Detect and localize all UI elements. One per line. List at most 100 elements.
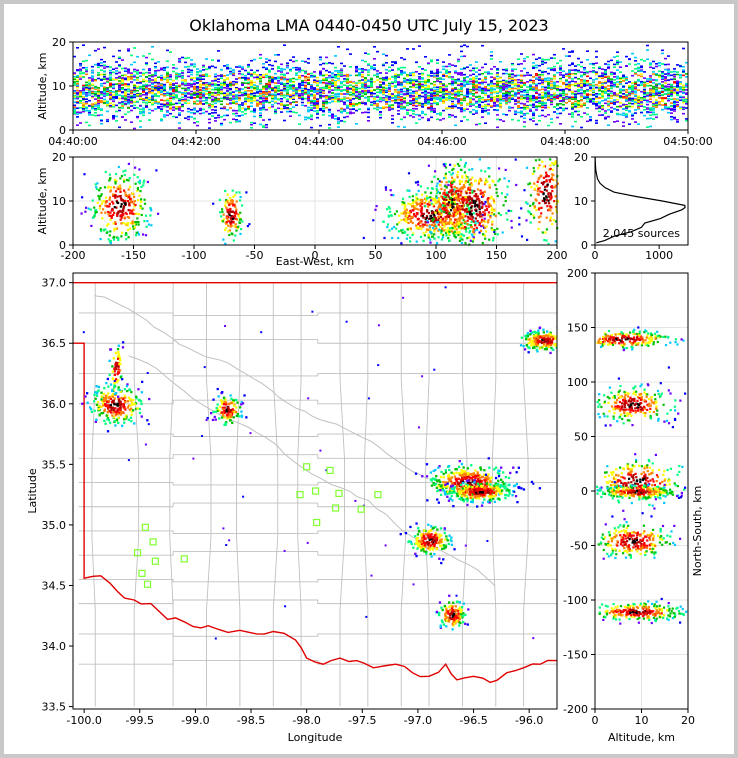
time-height-cell <box>250 73 253 75</box>
time-height-cell <box>433 92 436 95</box>
time-height-cell <box>337 77 340 80</box>
time-height-cell <box>121 87 124 89</box>
time-height-cell <box>448 105 451 108</box>
time-height-cell <box>340 98 343 101</box>
time-height-cell <box>196 79 199 82</box>
time-height-cell <box>379 77 382 80</box>
time-height-cell <box>157 92 160 94</box>
time-height-cell <box>346 75 349 78</box>
time-height-cell <box>571 125 574 128</box>
time-height-cell <box>358 103 361 105</box>
time-height-cell <box>277 67 280 70</box>
time-height-cell <box>121 103 124 105</box>
time-height-cell <box>646 82 649 85</box>
time-height-cell <box>196 95 199 97</box>
time-height-cell <box>163 104 166 106</box>
time-height-cell <box>235 121 238 123</box>
time-height-cell <box>91 107 94 110</box>
time-height-cell <box>178 91 181 94</box>
time-height-cell <box>589 86 592 89</box>
time-height-cell <box>217 100 220 102</box>
time-height-cell <box>445 97 448 99</box>
time-height-cell <box>544 102 547 105</box>
time-height-cell <box>166 94 169 96</box>
time-height-cell <box>640 101 643 103</box>
time-height-cell <box>106 102 109 104</box>
time-height-cell <box>625 55 628 58</box>
time-height-cell <box>256 86 259 89</box>
time-height-cell <box>274 90 277 92</box>
time-height-cell <box>490 85 493 88</box>
time-height-cell <box>346 73 349 76</box>
time-height-cell <box>337 118 340 121</box>
time-height-cell <box>316 88 319 91</box>
time-height-cell <box>208 127 211 129</box>
time-height-cell <box>538 102 541 104</box>
time-height-cell <box>181 93 184 96</box>
time-height-cell <box>301 94 304 96</box>
time-height-cell <box>130 90 133 93</box>
time-height-cell <box>340 69 343 72</box>
time-height-cell <box>514 74 517 77</box>
time-height-cell <box>265 92 268 94</box>
time-height-cell <box>508 82 511 84</box>
time-height-cell <box>322 89 325 92</box>
time-height-cell <box>475 106 478 108</box>
time-height-cell <box>178 112 181 114</box>
time-height-cell <box>601 81 604 84</box>
time-height-cell <box>292 84 295 86</box>
time-height-cell <box>556 88 559 91</box>
time-height-cell <box>433 101 436 103</box>
time-height-cell <box>481 91 484 93</box>
time-height-cell <box>556 71 559 74</box>
time-height-cell <box>100 114 103 116</box>
time-height-cell <box>295 111 298 114</box>
time-height-cell <box>241 88 244 90</box>
time-height-cell <box>334 118 337 120</box>
time-height-cell <box>175 86 178 89</box>
time-height-cell <box>133 127 136 130</box>
time-height-cell <box>223 83 226 85</box>
time-height-cell <box>172 93 175 95</box>
time-height-cell <box>598 75 601 77</box>
time-height-cell <box>304 90 307 92</box>
time-height-cell <box>268 87 271 90</box>
time-height-cell <box>79 78 82 80</box>
time-height-cell <box>427 80 430 82</box>
time-height-cell <box>121 67 124 70</box>
time-height-cell <box>214 111 217 114</box>
time-height-cell <box>271 88 274 90</box>
time-height-cell <box>190 85 193 88</box>
time-height-cell <box>325 101 328 104</box>
time-height-cell <box>433 111 436 113</box>
time-height-cell <box>166 106 169 108</box>
time-height-cell <box>193 85 196 88</box>
time-height-cell <box>634 68 637 70</box>
time-height-cell <box>514 91 517 94</box>
time-height-cell <box>496 69 499 71</box>
time-height-cell <box>574 82 577 85</box>
time-height-cell <box>400 108 403 110</box>
time-height-cell <box>457 107 460 109</box>
time-height-cell <box>328 123 331 126</box>
time-height-cell <box>166 60 169 62</box>
time-height-cell <box>586 71 589 74</box>
time-height-cell <box>79 94 82 96</box>
time-height-cell <box>583 112 586 114</box>
time-height-cell <box>259 95 262 97</box>
time-height-cell <box>583 82 586 85</box>
time-height-cell <box>103 101 106 104</box>
time-height-cell <box>625 113 628 115</box>
time-height-cell <box>307 96 310 98</box>
time-height-cell <box>598 89 601 92</box>
time-height-cell <box>451 104 454 107</box>
time-height-cell <box>136 69 139 72</box>
time-height-cell <box>118 82 121 85</box>
time-height-cell <box>634 82 637 85</box>
time-height-cell <box>337 98 340 101</box>
time-height-cell <box>496 73 499 76</box>
time-height-cell <box>97 74 100 76</box>
time-height-cell <box>88 112 91 114</box>
time-height-cell <box>514 113 517 115</box>
time-height-cell <box>124 67 127 70</box>
